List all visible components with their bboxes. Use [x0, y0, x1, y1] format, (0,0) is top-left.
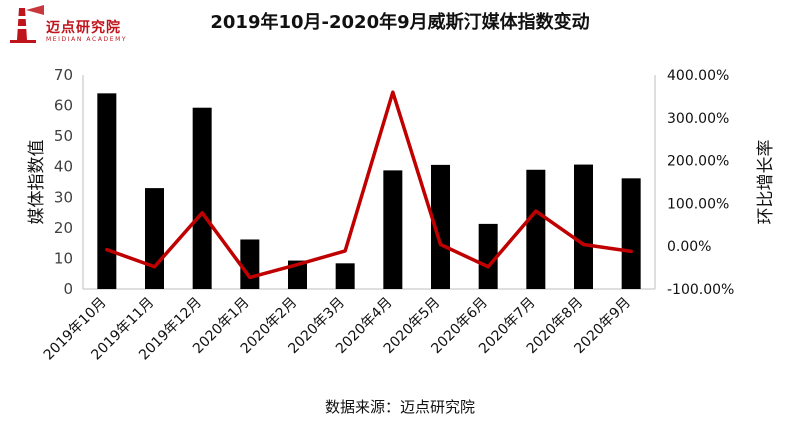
y-tick-label: 60 [54, 97, 73, 115]
y2-axis-title: 环比增长率 [756, 140, 776, 225]
y-tick-label: 70 [54, 66, 73, 84]
logo: 迈点研究院 MEIDIAN ACADEMY [6, 4, 146, 50]
bar [574, 164, 593, 289]
source-note: 数据来源：迈点研究院 [324, 398, 475, 416]
bar [431, 164, 450, 289]
bar [145, 188, 164, 289]
y-tick-label: 10 [54, 249, 73, 267]
growth-rate-line [105, 90, 633, 280]
y-tick-label: 50 [54, 127, 73, 145]
y2-tick-label: 100.00% [667, 196, 729, 212]
logo-name: 迈点研究院 [46, 20, 121, 36]
lighthouse-logo-icon [10, 5, 44, 43]
y2-tick-label: 300.00% [667, 111, 729, 127]
bar [192, 107, 212, 289]
bar [478, 223, 498, 289]
bar [621, 178, 641, 289]
bar [97, 93, 117, 289]
y2-tick-label: 200.00% [667, 154, 729, 170]
y2-tick-label: 400.00% [667, 68, 729, 84]
bar [526, 169, 546, 289]
logo-subtitle: MEIDIAN ACADEMY [46, 36, 128, 43]
bar [240, 239, 260, 289]
y-tick-label: 30 [54, 188, 73, 206]
y-tick-label: 20 [54, 219, 73, 237]
y2-tick-label: 0.00% [667, 239, 711, 255]
bar [383, 170, 403, 289]
y-tick-label: 40 [54, 158, 73, 176]
chart-title: 2019年10月-2020年9月威斯汀媒体指数变动 [210, 12, 590, 33]
y-tick-label: 0 [63, 280, 73, 298]
y2-tick-label: -100.00% [667, 282, 734, 298]
y-axis-title: 媒体指数值 [27, 140, 47, 225]
bar [335, 263, 355, 289]
